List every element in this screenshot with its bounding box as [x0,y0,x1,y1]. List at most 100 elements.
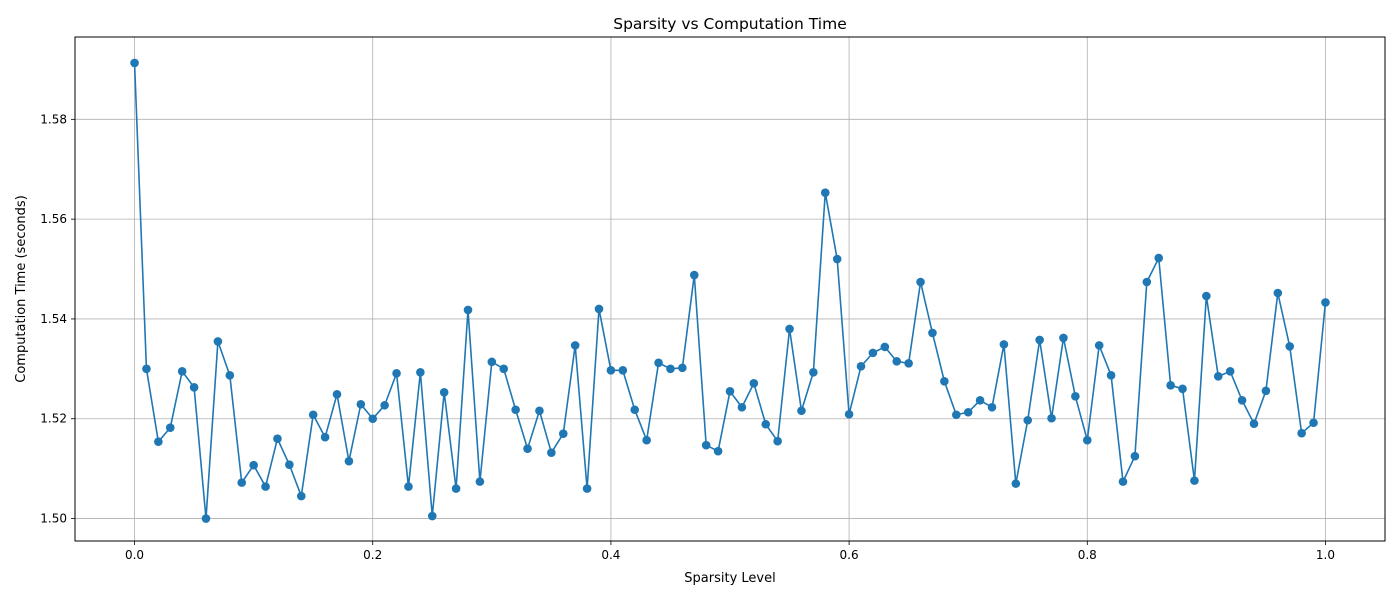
x-tick-label: 0.8 [1078,548,1097,562]
data-point [809,368,818,377]
data-point [1213,372,1223,381]
y-tick-label: 1.50 [40,512,67,526]
data-point [749,379,759,388]
y-tick-label: 1.56 [40,212,67,226]
y-axis-label: Computation Time (seconds) [14,195,29,383]
data-point [820,188,830,197]
data-point [1082,435,1092,445]
series-line-layer [133,62,1327,520]
data-point [606,366,616,375]
data-point [523,444,532,453]
x-tick-label: 0.6 [840,548,859,562]
data-point [678,363,687,373]
data-point [463,305,473,315]
data-point [892,357,902,366]
data-point [368,414,378,424]
x-axis-label: Sparsity Level [684,571,775,586]
data-point [689,270,699,280]
axes-frame [74,36,1386,542]
data-point [844,409,854,419]
data-point [487,357,497,367]
data-point [618,366,628,375]
data-point [1249,419,1259,429]
data-point [1047,413,1056,423]
data-point [713,446,723,456]
data-point [570,341,580,350]
data-point [261,482,270,491]
data-point [928,328,937,338]
data-point [594,304,604,314]
data-point [856,362,866,371]
data-point [380,400,389,410]
data-point [1309,418,1318,428]
data-point [344,456,354,466]
data-point [1225,367,1235,376]
data-point [701,440,711,450]
y-tick-label: 1.52 [40,412,67,426]
data-point [165,423,175,433]
data-point [904,359,913,368]
data-point [963,407,973,417]
data-point [439,388,449,397]
data-point [1130,451,1140,461]
data-point [427,511,437,521]
data-point [630,405,640,415]
x-tick-label: 1.0 [1316,548,1335,562]
data-point [761,419,771,429]
data-point [499,364,509,374]
data-point [1202,291,1211,301]
data-point [1023,415,1033,425]
grid-lines [75,37,1385,541]
data-point [880,342,890,352]
data-point [451,484,461,493]
data-point [1178,384,1187,394]
data-point [225,371,235,380]
data-point [130,58,139,68]
data-point [1011,479,1021,488]
data-point [725,387,735,396]
data-point [832,254,842,264]
data-point [1059,333,1068,343]
data-point [213,337,223,346]
x-tick-label: 0.2 [363,548,382,562]
series-line [133,62,1327,520]
data-point [1261,386,1271,396]
data-point [1142,277,1152,287]
data-point [392,369,401,378]
data-point [273,434,282,444]
data-point [666,364,675,374]
data-point [642,435,651,445]
data-point [654,358,663,368]
data-point [951,410,961,420]
data-point [1118,477,1128,486]
data-point [535,406,544,416]
data-point [785,324,794,334]
data-point [511,405,520,415]
data-point [1321,298,1330,307]
data-point [189,383,199,392]
data-point-layer [130,58,1330,523]
data-point [547,448,556,457]
data-point [1237,395,1247,405]
data-point [154,437,163,447]
data-point [320,432,330,442]
data-point [797,406,806,416]
data-point [201,514,211,523]
data-point [773,436,782,446]
data-point [296,491,306,501]
data-point [1094,341,1104,350]
data-point [1071,391,1080,401]
data-point [332,389,342,399]
data-point [308,410,318,420]
data-point [285,460,294,469]
data-point [237,478,247,487]
data-point [416,368,425,377]
data-point [249,460,258,470]
data-point [404,482,413,491]
data-point [975,395,985,405]
y-tick-label: 1.58 [40,112,67,126]
data-point [558,429,568,439]
data-point [475,477,485,486]
